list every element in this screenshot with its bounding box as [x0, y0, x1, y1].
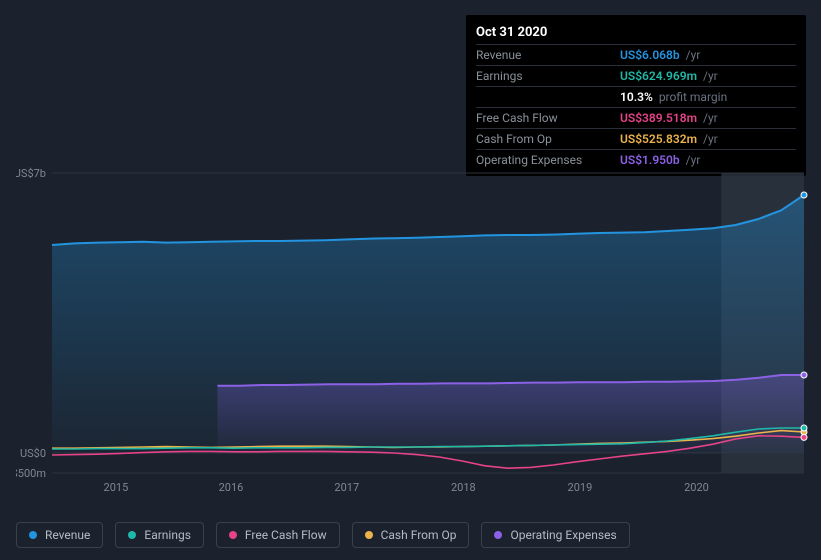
financials-chart[interactable]: US$7b US$0 -US$500m 2015 2016 2017 2018 2019 202… — [16, 155, 821, 495]
legend-dot — [494, 531, 502, 539]
tooltip-row: 10.3% profit margin — [476, 87, 796, 108]
x-axis-label: 2019 — [568, 481, 593, 494]
x-axis-label: 2018 — [451, 481, 476, 494]
legend-label: Earnings — [144, 528, 191, 542]
legend-label: Operating Expenses — [510, 528, 616, 542]
legend-dot — [365, 531, 373, 539]
legend-item[interactable]: Revenue — [16, 522, 103, 548]
y-axis-label: US$7b — [16, 167, 46, 180]
tooltip-table: RevenueUS$6.068b /yrEarningsUS$624.969m … — [476, 44, 796, 170]
chart-legend: Revenue Earnings Free Cash Flow Cash From O… — [16, 522, 630, 548]
data-tooltip: Oct 31 2020 RevenueUS$6.068b /yrEarnings… — [466, 15, 806, 176]
y-axis-label: US$0 — [20, 447, 46, 460]
tooltip-row-label: Revenue — [476, 45, 620, 66]
legend-dot — [229, 531, 237, 539]
legend-item[interactable]: Operating Expenses — [481, 522, 629, 548]
legend-item[interactable]: Earnings — [115, 522, 204, 548]
tooltip-date: Oct 31 2020 — [476, 23, 796, 44]
tooltip-row: Cash From OpUS$525.832m /yr — [476, 129, 796, 150]
tooltip-row: EarningsUS$624.969m /yr — [476, 66, 796, 87]
legend-label: Free Cash Flow — [245, 528, 327, 542]
tooltip-row: Free Cash FlowUS$389.518m /yr — [476, 108, 796, 129]
legend-label: Cash From Op — [381, 528, 457, 542]
chart-svg: US$7b US$0 -US$500m 2015 2016 2017 2018 2019 202… — [16, 155, 821, 495]
y-axis-label: -US$500m — [16, 467, 46, 480]
x-axis-label: 2015 — [104, 481, 129, 494]
tooltip-row-value: 10.3% profit margin — [620, 87, 796, 108]
legend-label: Revenue — [45, 528, 90, 542]
tooltip-row-label: Earnings — [476, 66, 620, 87]
tooltip-row: RevenueUS$6.068b /yr — [476, 45, 796, 66]
legend-item[interactable]: Cash From Op — [352, 522, 470, 548]
tooltip-row-label — [476, 87, 620, 108]
x-axis-label: 2020 — [684, 481, 709, 494]
legend-dot — [29, 531, 37, 539]
tooltip-row-label: Free Cash Flow — [476, 108, 620, 129]
x-axis-label: 2017 — [334, 481, 359, 494]
legend-item[interactable]: Free Cash Flow — [216, 522, 340, 548]
tooltip-row-value: US$525.832m /yr — [620, 129, 796, 150]
legend-dot — [128, 531, 136, 539]
tooltip-row-value: US$389.518m /yr — [620, 108, 796, 129]
x-axis-label: 2016 — [219, 481, 244, 494]
tooltip-row-value: US$624.969m /yr — [620, 66, 796, 87]
tooltip-row-label: Cash From Op — [476, 129, 620, 150]
tooltip-row-value: US$6.068b /yr — [620, 45, 796, 66]
